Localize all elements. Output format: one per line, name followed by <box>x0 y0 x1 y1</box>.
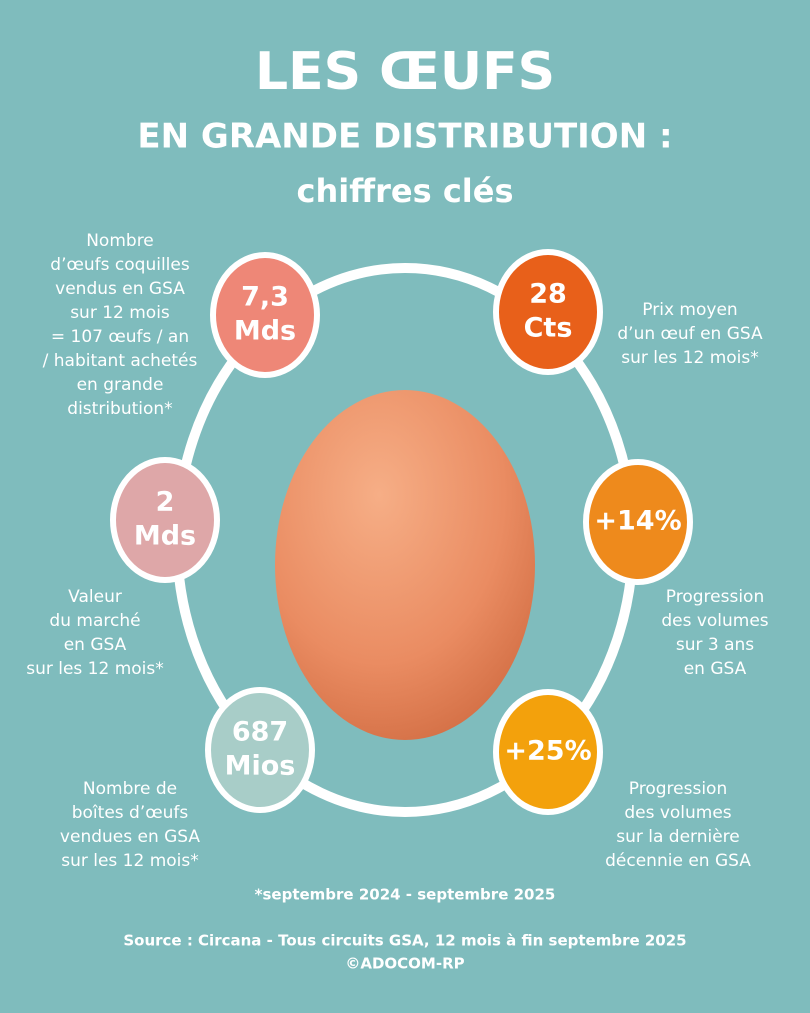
stat-value: 7,3 <box>241 282 289 313</box>
stat-badge <box>493 689 603 815</box>
stat-value: 687 <box>232 717 288 748</box>
stat-description: des volumes <box>661 611 768 631</box>
stat-description: d’œufs coquilles <box>50 255 190 275</box>
stat-description: en grande <box>77 375 164 395</box>
stat-description: du marché <box>49 611 140 631</box>
stat-value: Mds <box>134 521 196 552</box>
stat-description: Progression <box>629 779 727 799</box>
stat-description: Progression <box>666 587 764 607</box>
stat-badge <box>205 687 315 813</box>
stat-value: +25% <box>504 736 591 767</box>
stat-badge <box>583 459 693 585</box>
egg <box>275 390 535 740</box>
stat-description: / habitant achetés <box>43 351 198 371</box>
stat-description: boîtes d’œufs <box>72 803 189 823</box>
stat-description: décennie en GSA <box>605 851 751 871</box>
stat-description: Valeur <box>68 587 122 607</box>
stat-description: vendues en GSA <box>60 827 200 847</box>
stat-description: Prix moyen <box>642 300 737 320</box>
stat-badge <box>210 252 320 378</box>
stat-description: sur 12 mois <box>70 303 170 323</box>
stat-description: sur les 12 mois* <box>26 659 164 679</box>
stat-description: sur la dernière <box>616 827 740 847</box>
title: LES ŒUFS <box>255 42 555 102</box>
stat-value: 28 <box>529 279 567 310</box>
stat-description: en GSA <box>64 635 127 655</box>
footnote: *septembre 2024 - septembre 2025 <box>255 886 556 904</box>
stat-description: sur 3 ans <box>676 635 754 655</box>
stat-badge <box>110 457 220 583</box>
stat-description: Nombre <box>86 231 154 251</box>
stat-description: d’un œuf en GSA <box>617 324 763 344</box>
stat-value: Cts <box>524 313 573 344</box>
tagline: chiffres clés <box>297 172 514 210</box>
stat-value: 2 <box>156 487 175 518</box>
stat-badge <box>493 249 603 375</box>
stat-description: Nombre de <box>83 779 177 799</box>
stat-description: sur les 12 mois* <box>61 851 199 871</box>
source: Source : Circana - Tous circuits GSA, 12… <box>123 932 686 950</box>
stat-description: = 107 œufs / an <box>51 327 189 347</box>
stat-value: +14% <box>594 506 681 537</box>
copyright: ©ADOCOM-RP <box>345 955 464 973</box>
stat-description: vendus en GSA <box>55 279 185 299</box>
stat-value: Mios <box>225 751 296 782</box>
stat-description: distribution* <box>67 399 172 419</box>
stat-value: Mds <box>234 316 296 347</box>
stat-description: en GSA <box>684 659 747 679</box>
stat-description: sur les 12 mois* <box>621 348 759 368</box>
subtitle: EN GRANDE DISTRIBUTION : <box>137 117 672 157</box>
stat-description: des volumes <box>624 803 731 823</box>
